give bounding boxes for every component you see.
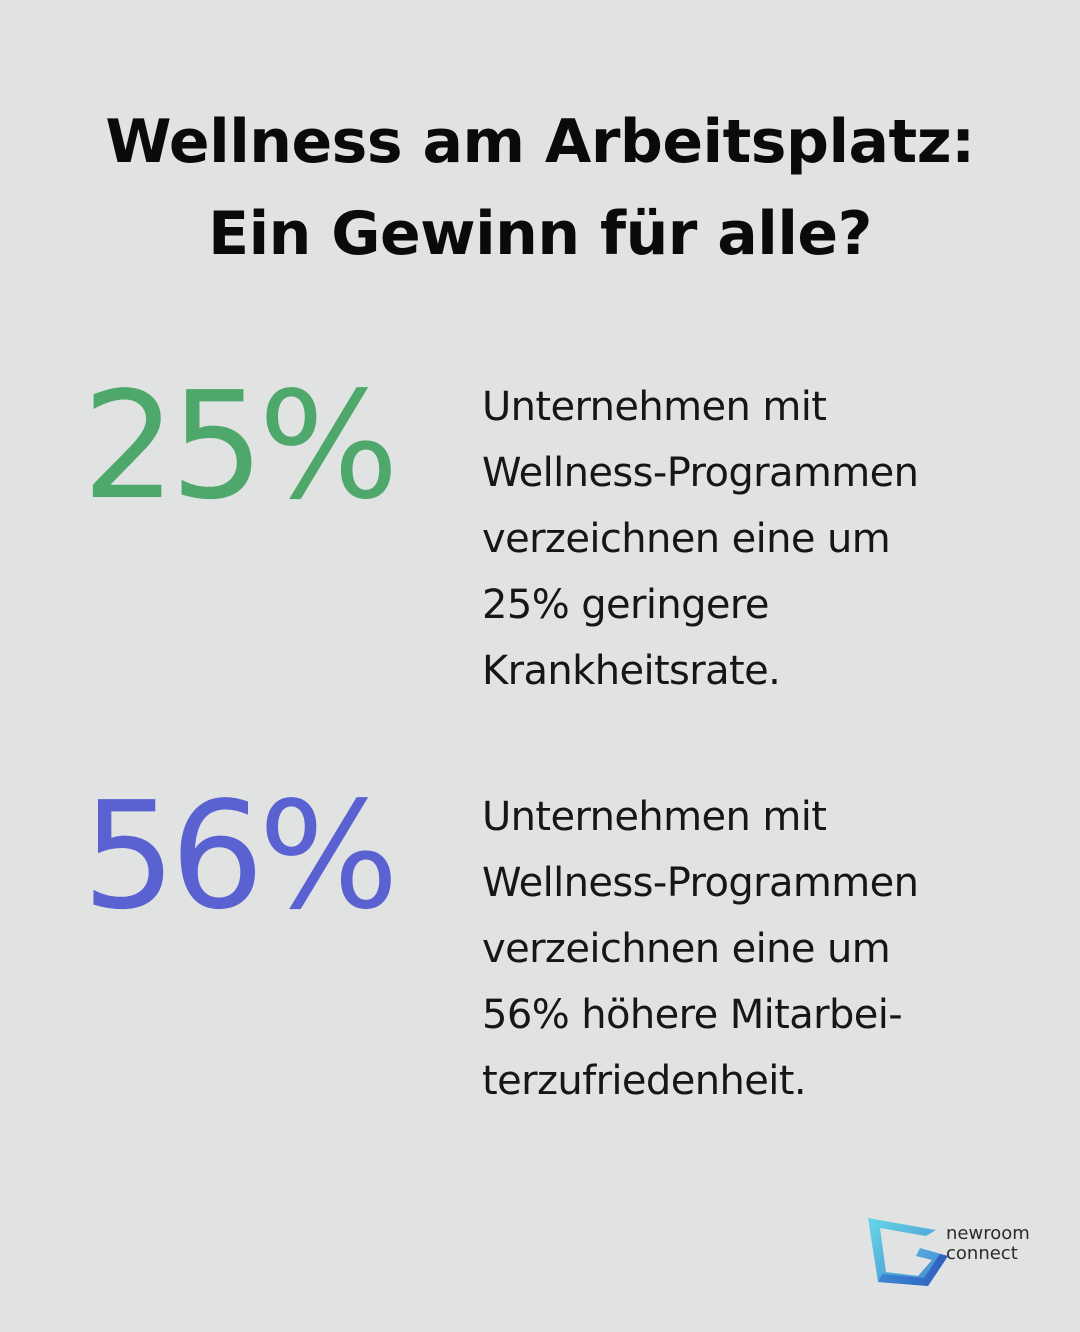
title-line-1: Wellness am Arbeitsplatz: — [105, 107, 975, 177]
logo-text-line-1: newroom — [946, 1223, 1030, 1244]
stat-value: 25% — [82, 360, 399, 532]
stat-description: Unternehmen mit Wellness-Programmen verz… — [482, 374, 1002, 704]
stat-description-line: Unternehmen mit — [482, 794, 827, 840]
page-title: Wellness am Arbeitsplatz: Ein Gewinn für… — [0, 96, 1080, 280]
stat-description-line: Krankheitsrate. — [482, 648, 781, 694]
stat-description-line: Unternehmen mit — [482, 384, 827, 430]
title-line-2: Ein Gewinn für alle? — [208, 199, 872, 269]
stat-description-line: terzufriedenheit. — [482, 1058, 807, 1104]
logo-text-line-2: connect — [946, 1243, 1018, 1264]
stat-description-line: verzeichnen eine um — [482, 926, 891, 972]
stat-description-line: Wellness-Programmen — [482, 450, 919, 496]
stat-description-line: Wellness-Programmen — [482, 860, 919, 906]
stat-description-line: verzeichnen eine um — [482, 516, 891, 562]
stat-description-line: 25% geringere — [482, 582, 770, 628]
brand-logo: newroom connect — [866, 1216, 1046, 1288]
logo-wordmark: newroom connect — [946, 1224, 1030, 1264]
newroom-connect-logo-icon — [868, 1218, 948, 1286]
stat-description-line: 56% höhere Mitarbei- — [482, 992, 903, 1038]
stat-description: Unternehmen mit Wellness-Programmen verz… — [482, 784, 1002, 1114]
stat-value: 56% — [82, 770, 399, 942]
